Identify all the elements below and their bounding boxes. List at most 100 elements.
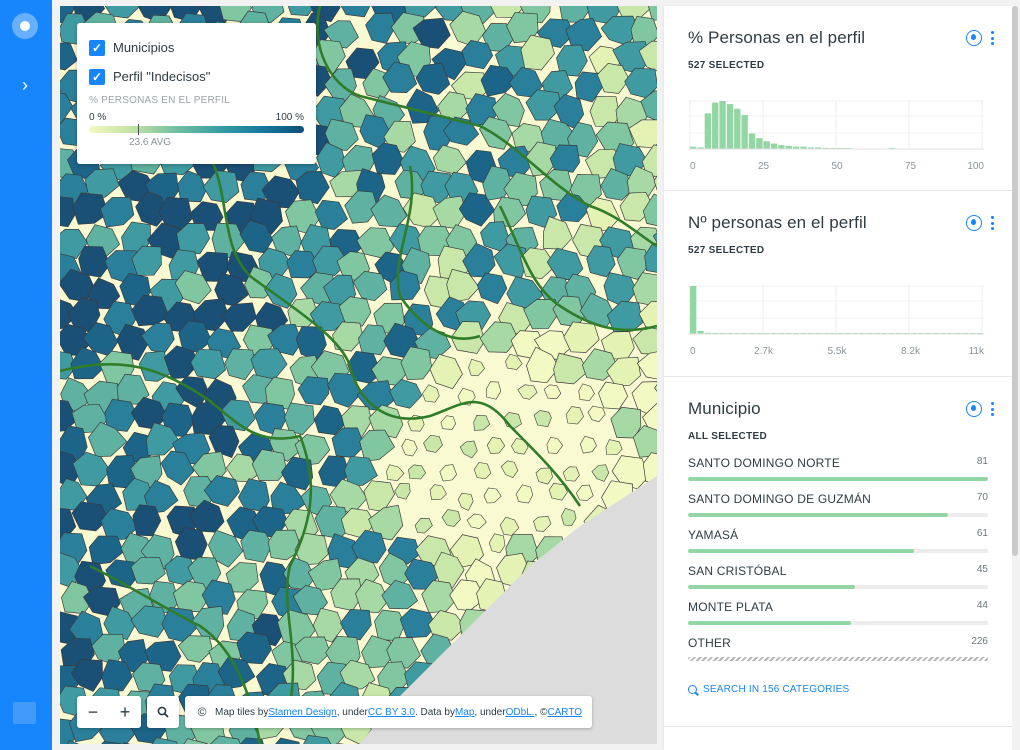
attrib-link-carto[interactable]: CARTO	[547, 706, 583, 718]
municipality-polygon	[466, 513, 487, 530]
municipality-polygon	[280, 456, 314, 491]
histogram-bar	[719, 101, 726, 149]
histogram-bar	[741, 114, 748, 149]
widget-pct-personas: % Personas en el perfil 527 SELECTED 0 25…	[664, 6, 1012, 191]
municipality-polygon	[483, 487, 502, 504]
municipality-polygon	[382, 61, 418, 94]
x-tick-label: 11k	[969, 346, 985, 357]
histogram-bar	[756, 138, 763, 149]
more-options-icon[interactable]	[990, 216, 994, 230]
zoom-out-button[interactable]: −	[87, 701, 99, 722]
chevron-right-icon[interactable]: ›	[22, 75, 28, 95]
category-bar	[688, 657, 988, 661]
municipality-polygon	[286, 250, 321, 279]
category-item[interactable]: MONTE PLATA 44	[688, 600, 988, 636]
search-icon[interactable]	[147, 696, 179, 728]
municipality-polygon	[457, 492, 474, 511]
municipality-polygon	[201, 579, 236, 615]
search-categories-label: SEARCH IN 156 CATEGORIES	[703, 684, 850, 695]
attrib-link-odbl[interactable]: ODbL.	[505, 706, 535, 718]
category-bar	[688, 477, 988, 481]
municipality-polygon	[386, 637, 421, 669]
municipality-polygon	[240, 529, 273, 563]
histogram-pct[interactable]: 0 25 50 75 100	[688, 99, 993, 177]
municipality-polygon	[358, 324, 389, 356]
copyright-icon[interactable]: ©	[197, 705, 207, 719]
panel-scrollbar[interactable]	[1012, 6, 1018, 556]
municipality-polygon	[176, 223, 211, 255]
municipality-polygon	[433, 551, 465, 589]
municipality-polygon	[132, 504, 162, 537]
more-options-icon[interactable]	[990, 31, 994, 45]
municipality-polygon	[160, 450, 195, 486]
widget-title: % Personas en el perfil	[688, 28, 866, 47]
municipality-polygon	[324, 118, 359, 151]
category-bar	[688, 585, 855, 589]
category-name: SAN CRISTÓBAL	[688, 564, 787, 578]
attrib-text: Map tiles by	[215, 706, 269, 718]
municipality-polygon	[374, 609, 406, 641]
municipality-polygon	[563, 321, 600, 353]
rail-bottom-icon[interactable]	[13, 702, 36, 724]
map-canvas[interactable]	[60, 6, 657, 744]
municipality-polygon	[294, 636, 331, 665]
color-drop-icon[interactable]	[966, 30, 982, 46]
attrib-text: , under	[336, 706, 368, 718]
municipality-polygon	[546, 436, 564, 454]
avg-marker	[138, 124, 139, 135]
legend-min-label: 0 %	[89, 112, 107, 123]
color-drop-icon[interactable]	[966, 215, 982, 231]
municipality-polygon	[275, 737, 300, 744]
municipality-polygon	[103, 605, 136, 641]
municipality-polygon	[292, 585, 328, 616]
municipality-polygon	[429, 353, 463, 390]
municipality-polygon	[641, 144, 657, 177]
category-item[interactable]: SANTO DOMINGO DE GUZMÁN 70	[688, 492, 988, 528]
layer-toggle-municipios[interactable]: ✓ Municipios	[89, 33, 304, 62]
municipality-polygon	[287, 6, 315, 16]
attrib-link-map[interactable]: Map	[454, 706, 475, 718]
more-options-icon[interactable]	[990, 402, 994, 416]
color-drop-icon[interactable]	[966, 401, 982, 417]
category-name: YAMASÁ	[688, 528, 739, 542]
municipality-polygon	[177, 170, 207, 203]
municipality-polygon	[338, 296, 372, 327]
municipality-polygon	[151, 737, 178, 744]
municipality-polygon	[653, 175, 657, 191]
checkbox-checked-icon[interactable]: ✓	[89, 68, 105, 85]
carto-logo-icon[interactable]	[12, 13, 38, 39]
municipality-polygon	[586, 245, 616, 278]
category-item[interactable]: YAMASÁ 61	[688, 528, 988, 564]
histogram-count[interactable]: 0 2.7k 5.5k 8.2k 11k	[688, 284, 993, 362]
municipality-polygon	[549, 144, 581, 173]
choropleth-map[interactable]	[60, 6, 657, 744]
histogram-bar	[800, 146, 807, 149]
legend-title: % PERSONAS EN EL PERFIL	[89, 95, 230, 106]
zoom-in-button[interactable]: +	[119, 701, 131, 722]
category-count: 61	[976, 528, 988, 539]
histogram-bar	[712, 102, 719, 149]
municipality-polygon	[401, 438, 418, 457]
attrib-link-stamen[interactable]: Stamen Design	[268, 706, 337, 718]
municipality-polygon	[60, 196, 76, 228]
attrib-link-ccby[interactable]: CC BY 3.0	[367, 706, 415, 718]
municipality-polygon	[468, 358, 485, 377]
histogram-bar	[690, 146, 697, 149]
category-count: 44	[976, 600, 988, 611]
checkbox-checked-icon[interactable]: ✓	[89, 39, 105, 56]
histogram-bar	[704, 332, 712, 334]
municipality-polygon	[135, 191, 169, 227]
municipality-polygon	[579, 435, 597, 454]
map-toolbar: − + © Map tiles by Stamen Design , under…	[77, 696, 593, 728]
municipality-polygon	[439, 464, 457, 482]
municipality-polygon	[312, 607, 344, 643]
municipality-polygon	[542, 216, 573, 250]
municipality-polygon	[332, 321, 364, 352]
category-item[interactable]: SANTO DOMINGO NORTE 81	[688, 456, 988, 492]
municipality-polygon	[605, 439, 623, 456]
municipality-polygon	[638, 300, 657, 330]
category-item-other[interactable]: OTHER 226	[688, 636, 988, 672]
category-item[interactable]: SAN CRISTÓBAL 45	[688, 564, 988, 600]
layer-toggle-perfil[interactable]: ✓ Perfil "Indecisos"	[89, 62, 304, 91]
search-categories-link[interactable]: SEARCH IN 156 CATEGORIES	[688, 684, 988, 695]
